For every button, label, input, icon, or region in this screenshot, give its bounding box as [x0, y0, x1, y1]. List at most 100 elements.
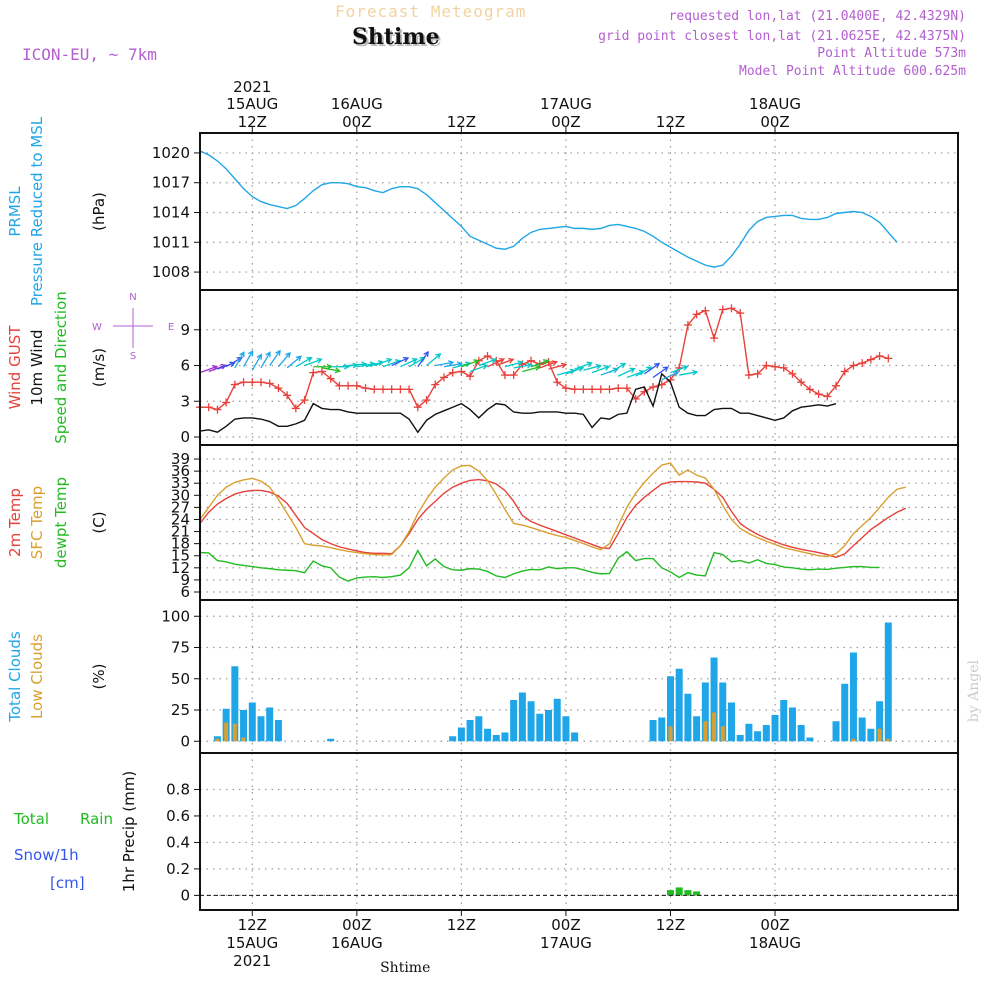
wind-arrow — [478, 357, 497, 367]
y-tick-label: 0 — [180, 428, 190, 446]
y-tick-label: 18 — [171, 535, 190, 553]
panel-label: Pressure Reduced to MSL — [28, 116, 46, 306]
gust-point — [805, 385, 814, 394]
bar-total-clouds — [248, 702, 256, 742]
wind-arrow-shaft — [504, 361, 523, 368]
bar-total-clouds — [745, 723, 753, 742]
panel-frame — [199, 132, 959, 291]
gust-point — [884, 354, 893, 363]
panel-label: Rain — [80, 810, 113, 828]
wind-arrow-shaft — [530, 359, 549, 368]
gust-point — [840, 367, 849, 376]
gust-point — [875, 351, 884, 360]
wind-arrow-shaft — [400, 358, 417, 368]
y-tick-label: 1014 — [152, 204, 190, 222]
wind-arrow — [652, 366, 669, 378]
wind-arrow-head — [473, 359, 480, 365]
wind-arrow — [321, 367, 342, 374]
wind-arrow — [679, 369, 699, 376]
wind-arrow — [391, 356, 410, 367]
gust-point — [239, 378, 248, 387]
y-tick-label: 0.6 — [166, 807, 190, 825]
panel-label: PRMSL — [6, 186, 24, 237]
y-tick-label: 1008 — [152, 263, 190, 281]
bottom-axis-year-label: 2021 — [233, 952, 271, 970]
top-axis-time-label: 00Z — [760, 113, 789, 131]
wind-arrow-head — [295, 355, 302, 362]
gust-point — [378, 385, 387, 394]
bar-total-clouds — [762, 725, 770, 742]
wind-arrow-shaft — [565, 367, 584, 375]
wind-arrow-head — [551, 360, 558, 366]
bottom-axis-time-label: 00Z — [342, 916, 371, 934]
gust-point — [605, 385, 614, 394]
wind-arrow-head — [448, 360, 455, 367]
wind-arrow-head — [386, 357, 393, 364]
wind-arrow-shaft — [277, 352, 291, 368]
wind-arrow — [234, 351, 245, 369]
gust-point — [736, 309, 745, 318]
wind-arrow-head — [673, 371, 680, 377]
bar-total-rain — [675, 887, 683, 896]
y-tick-label: 0 — [180, 732, 190, 750]
gust-point — [561, 384, 570, 393]
gust-point — [832, 381, 841, 390]
meteogram-title: Forecast Meteogram — [335, 2, 527, 21]
wind-arrow-head — [435, 353, 442, 359]
y-tick-label: 6 — [180, 357, 190, 375]
bar-low-clouds — [886, 738, 891, 742]
gust-point — [466, 372, 475, 381]
station-name: Shtime — [352, 24, 440, 50]
wind-arrow-shaft — [513, 364, 532, 369]
gust-point — [527, 356, 536, 365]
gust-point — [370, 385, 379, 394]
wind-arrow — [286, 355, 302, 369]
wind-arrow-shaft — [321, 367, 340, 372]
model-name: ICON-EU, ~ 7km — [22, 45, 157, 64]
y-tick-label: 1020 — [152, 144, 190, 162]
gust-point — [727, 304, 736, 313]
y-tick-label: 3 — [180, 392, 190, 410]
bar-total-clouds — [832, 721, 840, 742]
wind-arrow — [426, 353, 442, 367]
wind-arrow-shaft — [617, 368, 635, 377]
wind-arrow-head — [239, 351, 245, 358]
wind-arrow — [565, 366, 585, 375]
bar-total-clouds — [257, 716, 265, 742]
gust-point — [771, 362, 780, 371]
bar-total-clouds — [780, 700, 788, 742]
wind-arrow — [251, 353, 262, 371]
wind-arrow-shaft — [382, 359, 401, 368]
bar-total-clouds — [545, 710, 553, 742]
wind-arrow-shaft — [670, 365, 688, 374]
gust-point — [361, 384, 370, 393]
wind-arrow — [277, 351, 291, 368]
gust-point — [762, 361, 771, 370]
wind-arrow-shaft — [478, 358, 496, 367]
wind-arrow-shaft — [487, 358, 505, 368]
gust-point — [352, 381, 361, 390]
panel-label: 2m Temp — [6, 488, 24, 557]
wind-arrow-head — [595, 363, 603, 370]
wind-arrow-shaft — [417, 351, 429, 368]
wind-arrow-shaft — [374, 358, 392, 367]
wind-arrow — [461, 359, 480, 368]
wind-arrow-shaft — [469, 364, 488, 373]
bar-total-rain — [693, 891, 701, 896]
wind-arrow-head — [236, 357, 243, 363]
wind-arrow-shaft — [539, 361, 557, 369]
bar-total-clouds — [727, 702, 735, 742]
requested-coordinates: requested lon,lat (21.0400E, 42.4329N) — [668, 9, 966, 24]
y-tick-label: 75 — [171, 639, 190, 657]
panel-units-label: 1hr Precip (mm) — [120, 771, 138, 892]
gust-point — [274, 384, 283, 393]
gust-point — [500, 371, 509, 380]
wind-arrow — [304, 357, 323, 367]
panel-frame — [199, 444, 959, 601]
wind-arrow-head — [247, 349, 254, 357]
wind-arrow — [487, 358, 506, 368]
y-tick-label: 33 — [171, 474, 190, 492]
y-tick-label: 100 — [161, 607, 190, 625]
bottom-axis-time-label: 00Z — [551, 916, 580, 934]
gust-point — [588, 385, 597, 394]
